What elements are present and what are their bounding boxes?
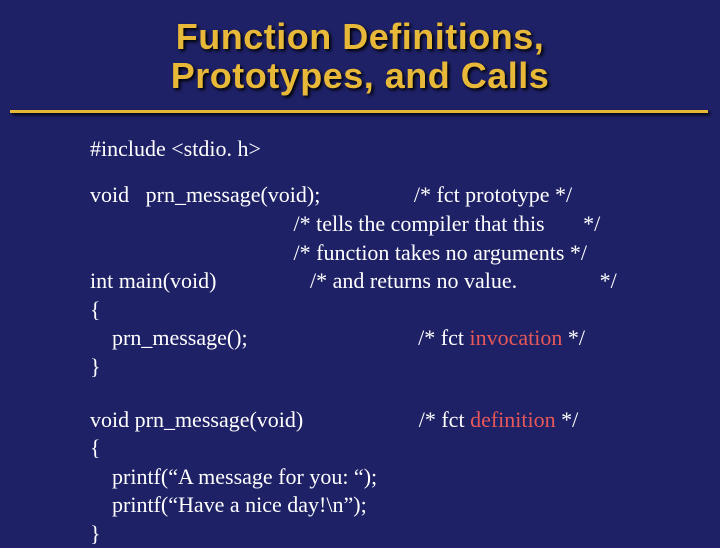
call-highlight: invocation <box>469 325 562 350</box>
proto-comment-1: /* fct prototype */ <box>414 182 572 207</box>
proto-comment-2-line: /* tells the compiler that this */ <box>90 210 720 239</box>
title-line-2: Prototypes, and Calls <box>0 57 720 96</box>
call-comment-start: /* fct <box>418 325 469 350</box>
printf-2: printf(“Have a nice day!\n”); <box>90 491 720 520</box>
code-content: #include <stdio. h> void prn_message(voi… <box>0 113 720 548</box>
def-open: { <box>90 434 720 463</box>
def-decl: void prn_message(void) <box>90 407 303 432</box>
main-decl-line: int main(void) /* and returns no value. … <box>90 267 720 296</box>
proto-comment-3: /* function takes no arguments */ <box>294 240 588 265</box>
printf-1: printf(“A message for you: “); <box>90 463 720 492</box>
include-line: #include <stdio. h> <box>90 135 720 164</box>
main-decl: int main(void) <box>90 268 216 293</box>
prototype-line: void prn_message(void); /* fct prototype… <box>90 181 720 210</box>
call-line: prn_message(); /* fct invocation */ <box>90 324 720 353</box>
def-comment-end: */ <box>556 407 579 432</box>
proto-decl: void prn_message(void); <box>90 182 320 207</box>
proto-comment-4: /* and returns no value. */ <box>310 268 617 293</box>
def-decl-line: void prn_message(void) /* fct definition… <box>90 406 720 435</box>
main-close: } <box>90 353 720 382</box>
call: prn_message(); <box>90 325 248 350</box>
proto-comment-2: /* tells the compiler that this */ <box>294 211 601 236</box>
call-comment-end: */ <box>562 325 585 350</box>
slide-title: Function Definitions, Prototypes, and Ca… <box>0 0 720 104</box>
main-open: { <box>90 296 720 325</box>
def-close: } <box>90 520 720 548</box>
title-line-1: Function Definitions, <box>0 18 720 57</box>
def-comment-start: /* fct <box>419 407 470 432</box>
proto-comment-3-line: /* function takes no arguments */ <box>90 239 720 268</box>
def-highlight: definition <box>470 407 556 432</box>
